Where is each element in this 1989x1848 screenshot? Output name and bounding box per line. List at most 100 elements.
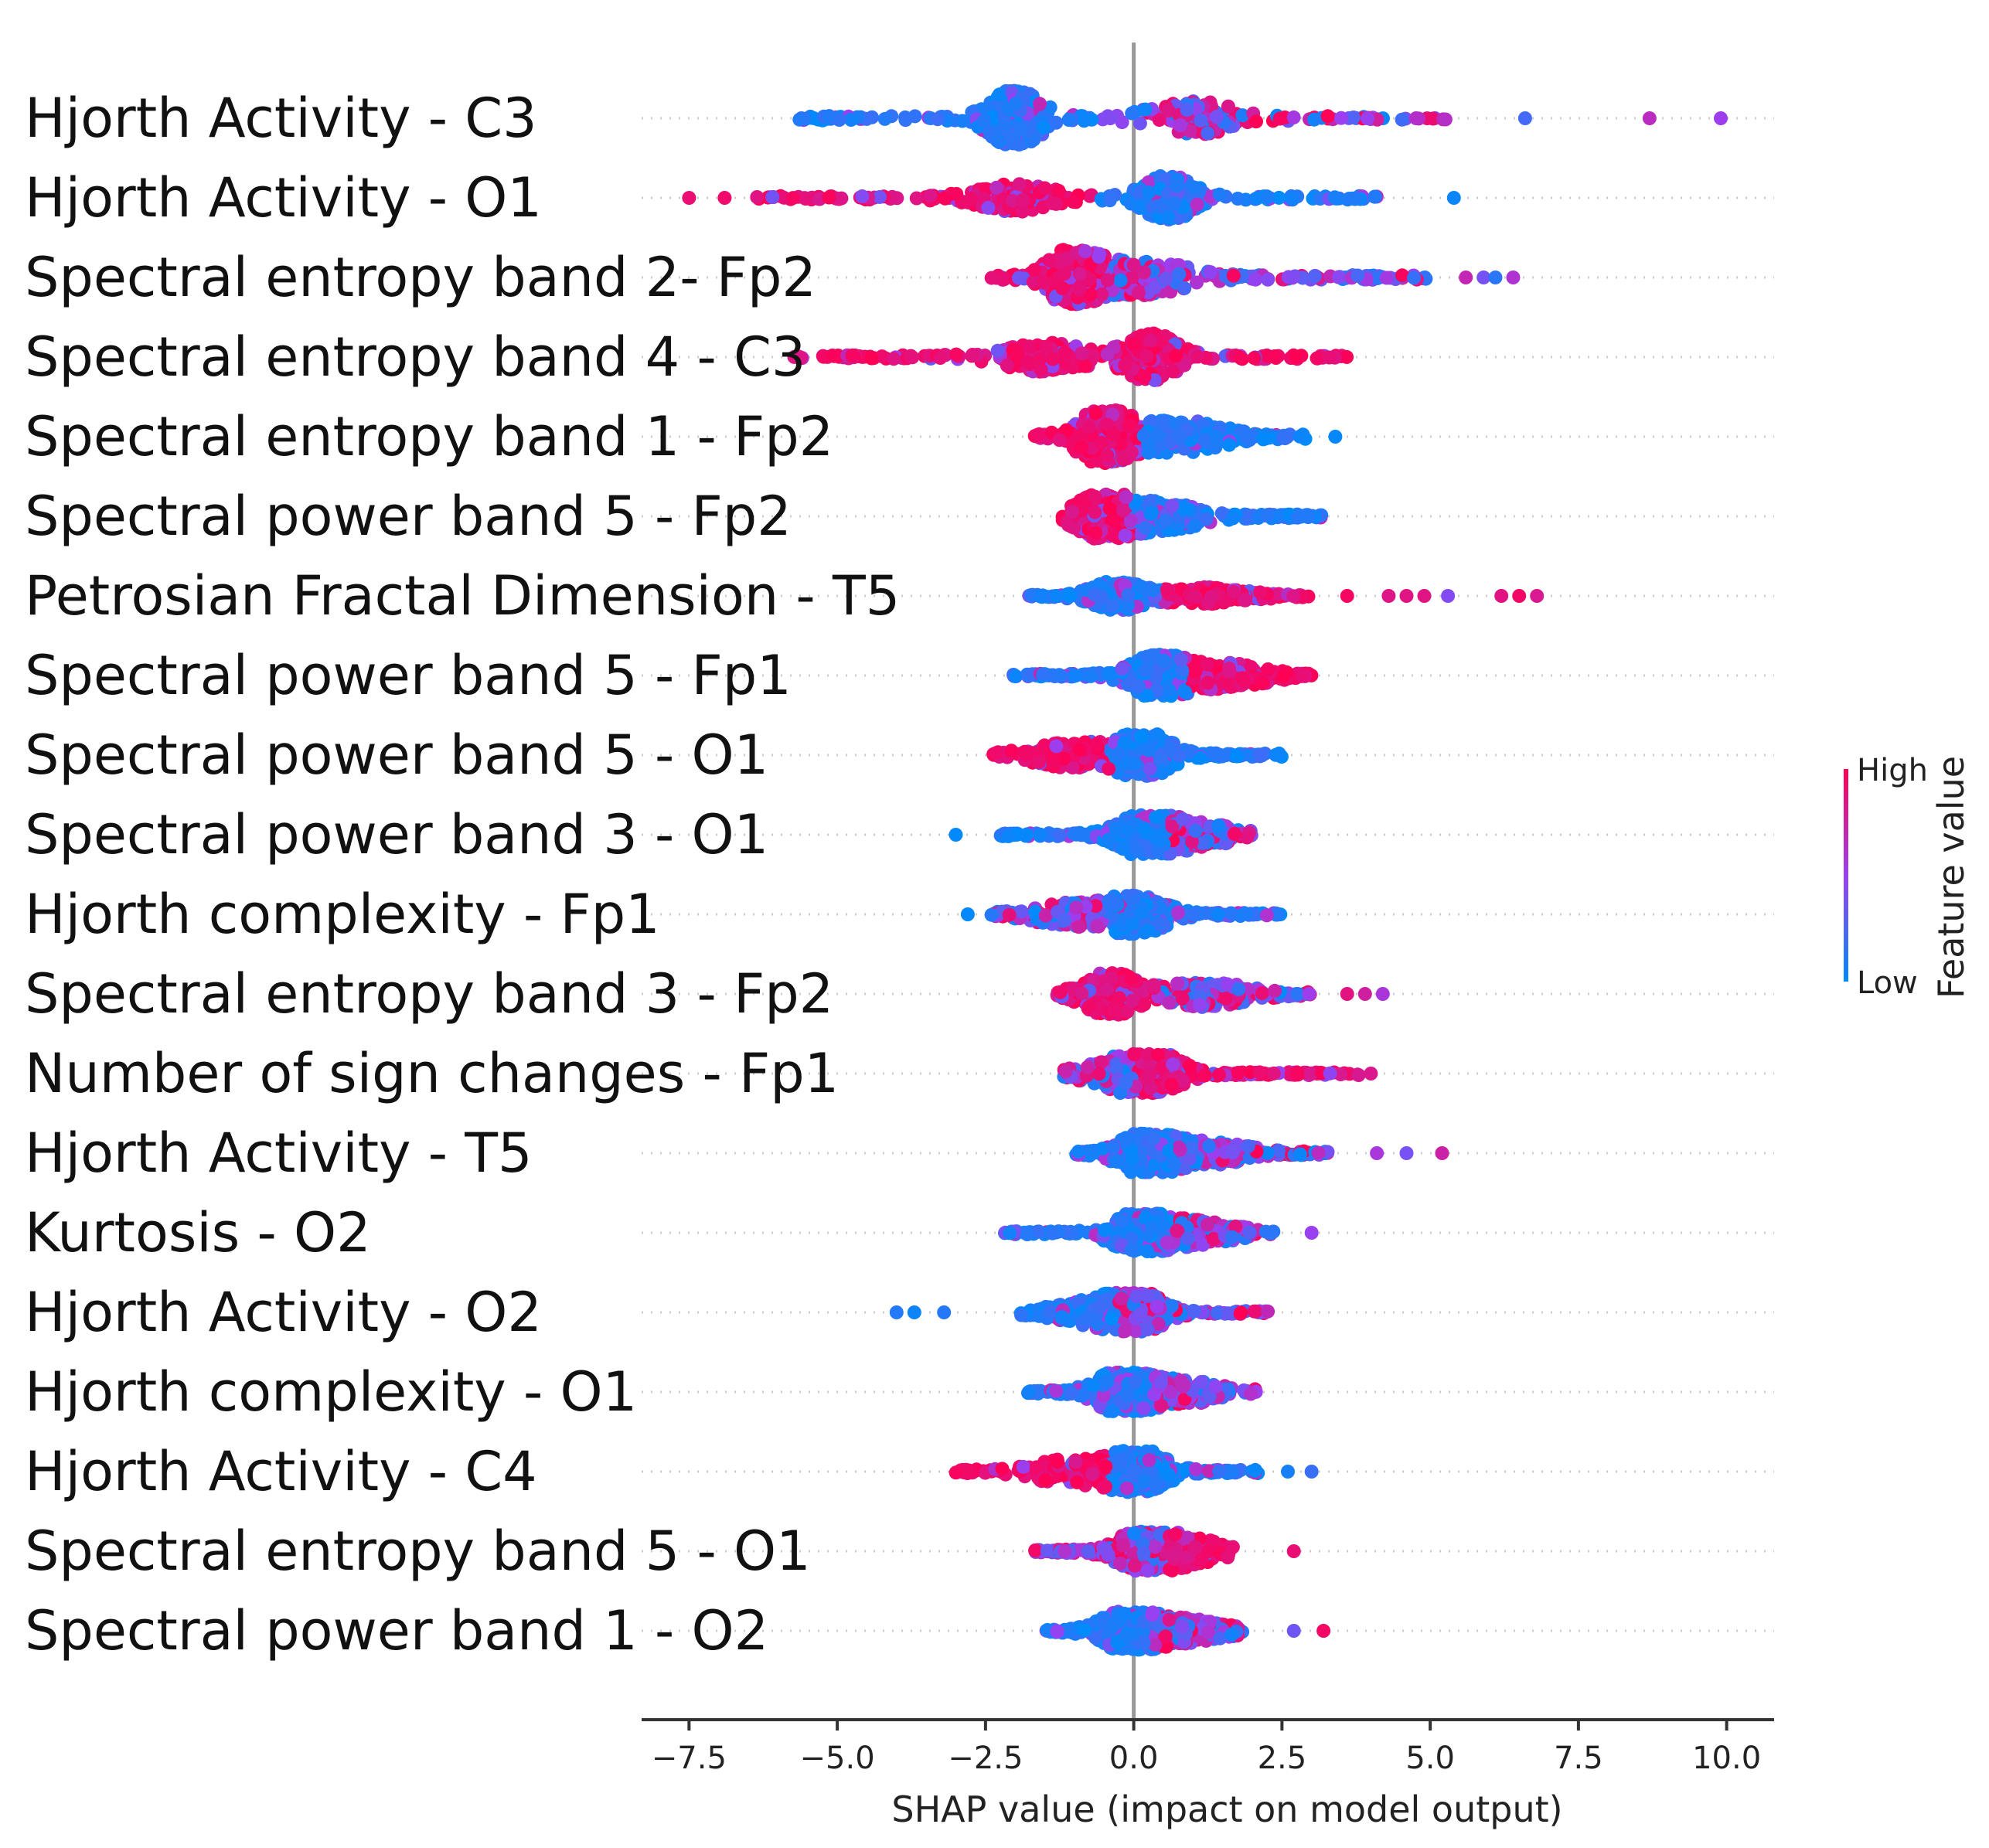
shap-point — [1072, 282, 1087, 297]
shap-outlier-point — [1494, 589, 1509, 603]
shap-outlier-point — [1446, 191, 1461, 205]
shap-point — [1231, 192, 1245, 206]
shap-point — [1049, 196, 1064, 211]
shap-point — [1152, 833, 1166, 848]
shap-point — [1039, 339, 1054, 354]
shap-point — [1049, 739, 1064, 754]
shap-point — [1113, 273, 1128, 288]
shap-point — [1034, 362, 1048, 377]
shap-outlier-point — [1714, 111, 1728, 125]
shap-point — [1088, 587, 1102, 602]
shap-point — [1084, 669, 1098, 683]
shap-point — [1033, 97, 1047, 111]
shap-point — [1088, 526, 1103, 540]
shap-point — [1222, 437, 1237, 452]
shap-point — [1188, 665, 1203, 679]
shap-point — [843, 113, 858, 127]
shap-point — [1137, 997, 1152, 1012]
shap-point — [1247, 351, 1262, 366]
shap-point — [1061, 518, 1075, 533]
shap-point — [1137, 265, 1151, 280]
shap-point — [1083, 288, 1098, 302]
shap-point — [1249, 114, 1263, 129]
shap-point — [1139, 349, 1154, 363]
shap-point — [949, 347, 963, 362]
shap-point — [1100, 347, 1115, 362]
shap-point — [1077, 114, 1092, 128]
shap-point — [1166, 364, 1180, 379]
shap-point — [1395, 268, 1409, 283]
shap-point — [1200, 657, 1214, 672]
shap-point — [1042, 253, 1057, 267]
shap-point — [1147, 281, 1162, 295]
shap-point — [1158, 513, 1173, 528]
shap-point — [1209, 429, 1224, 444]
shap-point — [989, 180, 1004, 195]
shap-point — [1199, 512, 1214, 526]
shap-point — [1276, 669, 1291, 683]
shap-point — [1068, 669, 1083, 683]
shap-point — [1332, 270, 1347, 284]
shap-point — [1136, 428, 1151, 443]
shap-point — [1116, 452, 1131, 467]
shap-point — [1425, 111, 1440, 126]
shap-point — [864, 351, 879, 366]
shap-point — [1049, 115, 1064, 130]
shap-point — [1121, 587, 1136, 602]
shap-point — [1001, 829, 1016, 843]
shap-point — [1155, 200, 1170, 215]
shap-point — [1361, 111, 1374, 126]
shap-point — [1211, 907, 1225, 921]
shap-point — [822, 109, 836, 124]
shap-point — [1170, 179, 1184, 193]
shap-point — [1188, 823, 1203, 838]
shap-point — [1190, 349, 1205, 364]
shap-point — [1367, 189, 1382, 204]
shap-point — [1045, 352, 1060, 366]
shap-point — [1322, 350, 1337, 365]
shap-point — [1118, 358, 1132, 373]
shap-point — [1012, 271, 1026, 285]
shap-outlier-point — [1459, 271, 1473, 284]
shap-outlier-point — [1530, 589, 1545, 603]
shap-point — [1115, 503, 1130, 518]
shap-point — [1212, 187, 1227, 202]
shap-point — [1043, 100, 1058, 114]
shap-point — [1081, 420, 1096, 434]
shap-point — [1407, 271, 1422, 285]
shap-point — [1171, 906, 1185, 920]
shap-point — [1075, 440, 1089, 454]
shap-point — [1261, 272, 1275, 287]
shap-point — [1055, 281, 1070, 295]
shap-point — [1066, 195, 1081, 209]
shap-point — [1295, 669, 1310, 683]
shap-point — [1109, 896, 1123, 910]
shap-outlier-point — [949, 828, 963, 842]
shap-outlier-point — [1441, 589, 1456, 603]
shap-point — [1204, 590, 1218, 604]
shap-outlier-point — [1512, 589, 1527, 603]
shap-point — [1089, 737, 1104, 751]
shap-point — [1015, 204, 1030, 219]
shap-point — [1307, 269, 1322, 284]
shap-point — [1161, 104, 1176, 118]
shap-point — [1038, 908, 1053, 923]
shap-point — [855, 189, 870, 203]
shap-point — [1176, 812, 1190, 826]
shap-point — [1065, 505, 1080, 519]
shap-point — [1004, 744, 1019, 758]
shap-point — [1288, 350, 1303, 365]
shap-point — [1095, 287, 1109, 301]
shap-outlier-point — [1399, 589, 1414, 603]
shap-point — [1159, 272, 1173, 286]
shap-point — [845, 348, 860, 362]
shap-point — [1071, 920, 1086, 934]
shap-point — [1063, 589, 1078, 604]
shap-point — [1101, 666, 1115, 680]
shap-point — [1127, 757, 1142, 771]
shap-point — [1016, 192, 1030, 207]
shap-point — [1075, 346, 1089, 361]
shap-point — [1350, 268, 1365, 283]
shap-point — [1235, 108, 1250, 123]
shap-point — [1253, 585, 1267, 600]
